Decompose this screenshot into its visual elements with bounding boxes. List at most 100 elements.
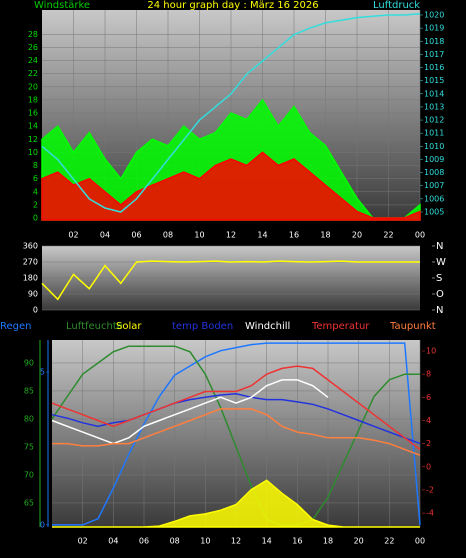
y-tick-label: 16 [28,109,38,118]
y-tick-label: 6 [33,174,38,183]
y-tick-label: 270 [23,258,38,267]
x-tick-label: 12 [231,537,241,546]
y2-tick-label: 1016 [424,63,444,72]
y2-tick-label: 4 [426,416,431,425]
y2-tick-label: N [436,241,443,252]
y-axis-title: Windstärke [34,0,90,11]
y-tick-label: 80 [24,414,34,423]
x-tick-label: 12 [226,231,236,240]
x-tick-label: 08 [170,537,180,546]
y2-tick-label: 1017 [424,50,444,59]
x-tick-label: 16 [292,537,302,546]
y2-tick-label: S [436,273,442,284]
x-tick-label: 16 [289,231,299,240]
y2-tick-label: 1008 [424,168,444,177]
x-tick-label: 02 [78,537,88,546]
x-tick-label: 20 [352,231,362,240]
x-tick-label: 06 [131,231,141,240]
y2-tick-label: 1007 [424,181,444,190]
x-tick-label: 04 [100,231,110,240]
y-tick-label: 24 [28,56,38,65]
y3-tick-label: 5 [40,368,45,377]
y2-axis-title: Luftdruck [373,0,420,11]
y-tick-label: 75 [24,442,34,451]
y-tick-label: 70 [24,470,34,479]
y-tick-label: 90 [24,358,34,367]
x-tick-label: 14 [257,231,267,240]
x-tick-label: 10 [194,231,204,240]
y-tick-label: 28 [28,30,38,39]
x-tick-label: 00 [415,537,425,546]
line [51,345,420,527]
y2-tick-label: 1005 [424,207,444,216]
x-tick-label: 20 [354,537,364,546]
area [41,151,421,221]
line [41,260,420,301]
y2-tick-label: 1013 [424,102,444,111]
y2-tick-label: 1009 [424,155,444,164]
y2-tick-label: 2 [426,439,431,448]
y-tick-label: 26 [28,43,38,52]
chart-title: 24 hour graph day : März 16 2026 [147,0,318,11]
x-tick-label: 18 [323,537,333,546]
y-tick-label: 0 [33,214,38,223]
x-tick-label: 22 [383,231,393,240]
line [52,342,421,526]
legend-label: Temperatur [311,321,370,332]
legend-label: Windchill [245,321,290,332]
line [51,393,421,445]
y-tick-label: 4 [33,187,38,196]
y3-tick-label: 0 [40,520,45,529]
y-tick-label: 22 [28,69,38,78]
y-tick-label: 18 [28,95,38,104]
y2-tick-label: 1020 [424,10,444,19]
y-tick-label: 14 [28,122,38,131]
y-tick-label: 10 [28,148,38,157]
y2-tick-label: N [436,305,443,316]
legend-label: temp Boden [172,321,233,332]
legend-label: Regen [0,321,32,332]
legend-label: Luftfeuchte [66,321,123,332]
y-tick-label: 12 [28,135,38,144]
x-tick-label: 10 [200,537,210,546]
y-tick-label: 0 [33,306,38,315]
legend-label: Taupunkt [389,321,436,332]
line [51,379,329,445]
y2-tick-label: 0 [426,462,431,471]
y-tick-label: 360 [23,242,38,251]
line [52,408,421,456]
y2-tick-label: W [436,257,446,268]
y2-tick-label: 1015 [424,76,444,85]
y-tick-label: 90 [28,290,38,299]
y2-tick-label: 1019 [424,24,444,33]
line [41,12,421,213]
y2-tick-label: 1010 [424,142,444,151]
y-tick-label: 8 [33,161,38,170]
area [52,479,420,528]
x-tick-label: 22 [384,537,394,546]
y2-tick-label: 1011 [424,129,444,138]
x-tick-label: 18 [320,231,330,240]
y-tick-label: 65 [24,498,34,507]
y2-tick-label: -2 [426,485,434,494]
x-tick-label: 02 [68,231,78,240]
x-tick-label: 06 [139,537,149,546]
x-tick-label: 04 [108,537,118,546]
y2-tick-label: 1012 [424,116,444,125]
x-tick-label: 14 [262,537,272,546]
x-tick-label: 00 [415,231,425,240]
y2-tick-label: 8 [426,370,431,379]
y2-tick-label: -4 [426,509,434,518]
line [51,365,421,450]
y2-tick-label: 1014 [424,89,444,98]
y2-tick-label: O [436,289,444,300]
y2-tick-label: 6 [426,393,431,402]
y2-tick-label: 1018 [424,37,444,46]
y-tick-label: 2 [33,200,38,209]
x-tick-label: 08 [163,231,173,240]
y2-tick-label: 10 [426,347,436,356]
y-tick-label: 180 [23,274,38,283]
y2-tick-label: 1006 [424,194,444,203]
legend-label: Solar [116,321,142,332]
